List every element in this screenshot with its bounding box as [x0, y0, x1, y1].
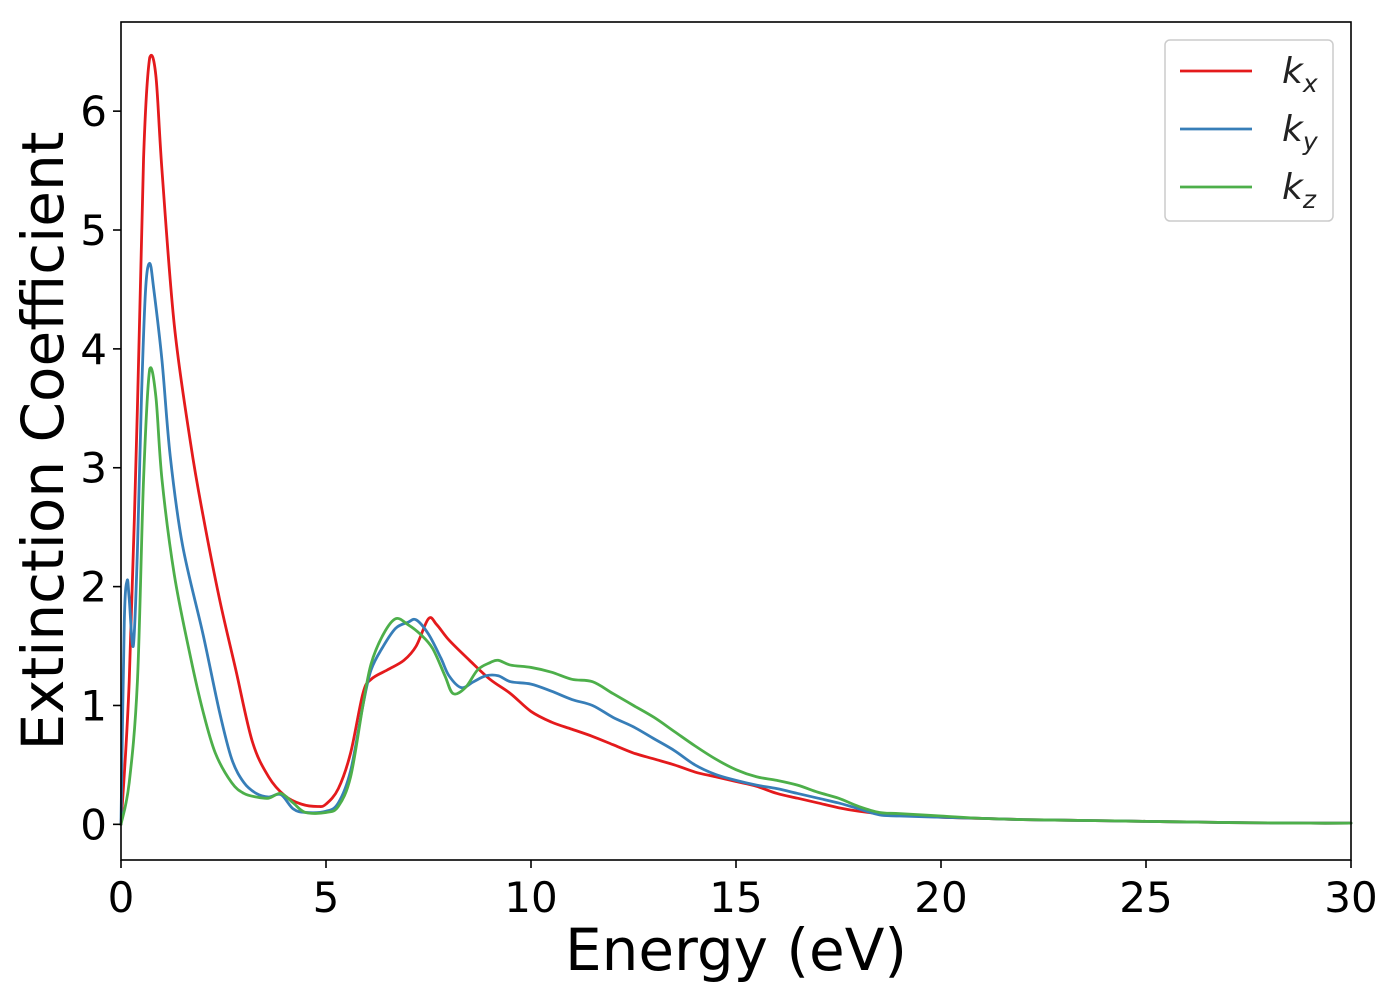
x-tick-label: 0: [108, 873, 135, 922]
x-tick-label: 15: [709, 873, 762, 922]
x-tick-label: 20: [914, 873, 967, 922]
legend-label-ky: ky: [1282, 109, 1319, 156]
x-tick-label: 5: [313, 873, 340, 922]
legend-label-main: k: [1282, 109, 1305, 150]
y-axis-label: Extinction Coefficient: [9, 132, 77, 751]
legend-label-subscript: x: [1302, 69, 1318, 98]
series-layer: [119, 53, 1353, 826]
x-axis-label: Energy (eV): [565, 916, 907, 984]
legend-label-main: k: [1282, 51, 1305, 92]
series-line-ky: [119, 261, 1353, 826]
y-tick-label: 5: [80, 206, 107, 255]
legend-label-main: k: [1282, 167, 1305, 208]
x-tick-label: 25: [1119, 873, 1172, 922]
y-tick-label: 4: [80, 325, 107, 374]
y-tick-label: 0: [80, 800, 107, 849]
y-tick-label: 3: [80, 444, 107, 493]
plot-background: [121, 22, 1351, 860]
y-axis: 0 1 2 3 4 5 6: [80, 87, 121, 849]
legend-box: [1164, 39, 1334, 222]
y-tick-label: 6: [80, 87, 107, 136]
legend-label-subscript: y: [1302, 127, 1319, 156]
legend-label-kz: kz: [1282, 167, 1317, 214]
x-tick-label: 30: [1324, 873, 1377, 922]
legend-label-kx: kx: [1282, 51, 1318, 98]
x-axis: 0 5 10 15 20 25 30: [108, 860, 1378, 922]
legend-label-subscript: z: [1302, 185, 1317, 214]
y-tick-label: 1: [80, 681, 107, 730]
series-line-kz: [119, 366, 1353, 826]
y-tick-label: 2: [80, 563, 107, 612]
x-tick-label: 10: [504, 873, 557, 922]
